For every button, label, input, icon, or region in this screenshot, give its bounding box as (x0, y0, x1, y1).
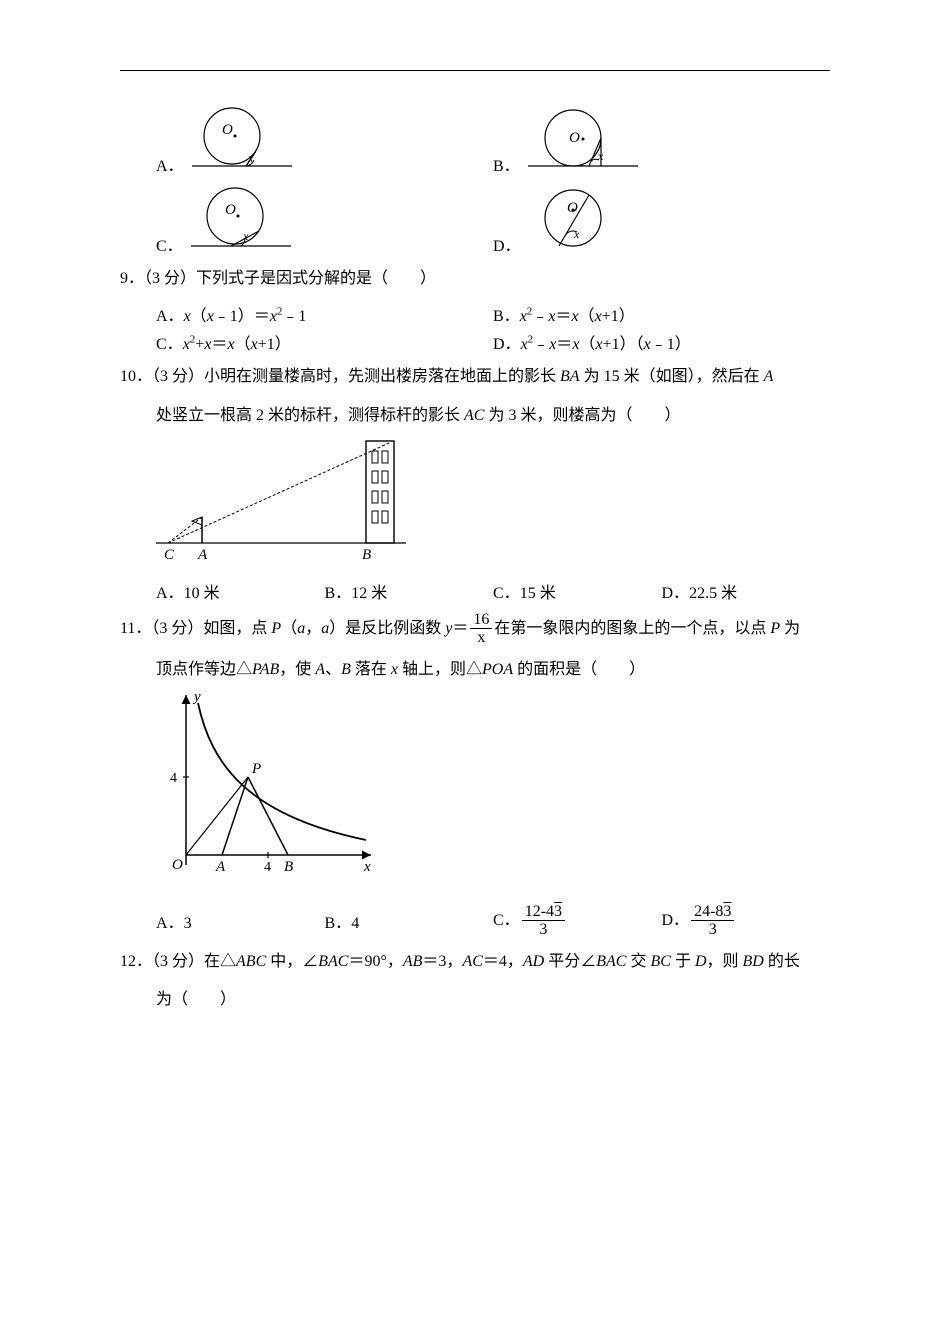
q12-stem-2: 为（ ） (120, 985, 830, 1015)
svg-text:P: P (251, 761, 261, 777)
q9-stem: 9．（3 分）下列式子是因式分解的是（ ） (120, 264, 830, 294)
q10-opts: A．10 米 B．12 米 C．15 米 D．22.5 米 (120, 579, 830, 603)
q8-opt-C[interactable]: C． O x (156, 184, 493, 256)
q10-opt-A[interactable]: A．10 米 (156, 579, 325, 603)
frac-den: 3 (522, 921, 565, 939)
opt-val: 22.5 米 (689, 585, 737, 602)
q10-opt-B[interactable]: B．12 米 (325, 579, 494, 603)
top-rule (120, 70, 830, 71)
svg-text:O: O (172, 857, 183, 873)
frac-den: x (470, 629, 492, 647)
opt-label: C． (156, 336, 183, 353)
opt-label: D． (662, 585, 690, 602)
opt-val: 12 米 (351, 585, 387, 602)
q9-opt-C[interactable]: C．x2+x＝x（x+1） (156, 330, 493, 354)
q11-figure: 4 4 O x y P A B (120, 685, 830, 896)
frac-den: 3 (691, 921, 734, 939)
opt-label: D． (662, 911, 690, 928)
q9-opt-B[interactable]: B．x2﹣x＝x（x+1） (493, 302, 830, 326)
opt-label: D． (493, 336, 521, 353)
opt-label: A． (156, 585, 184, 602)
q8-opt-B[interactable]: B． O x (493, 108, 830, 176)
circle-line-diagram-icon: O x (191, 184, 291, 256)
q11-opt-B[interactable]: B．4 (325, 909, 494, 933)
opt-val: 4 (351, 915, 359, 932)
q9-opt-A[interactable]: A．x（x﹣1）＝x2﹣1 (156, 302, 493, 326)
q8-opt-A[interactable]: A． O x (156, 106, 493, 176)
circle-line-diagram-icon: O x (529, 182, 619, 256)
q10-stem-1: 10．（3 分）小明在测量楼高时，先测出楼房落在地面上的影长 BA 为 15 米… (120, 362, 830, 392)
svg-text:x: x (247, 151, 254, 165)
svg-text:B: B (284, 859, 293, 875)
q11-stem-1: 11．（3 分）如图，点 P（a，a）是反比例函数 y＝16x在第一象限内的图象… (120, 611, 830, 647)
svg-text:x: x (363, 859, 371, 875)
opt-val: 3 (184, 915, 192, 932)
q9-opt-D[interactable]: D．x2﹣x＝x（x+1）（x﹣1） (493, 330, 830, 354)
q11-opts: A．3 B．4 C．12-433 D．24-833 (120, 903, 830, 939)
stem-text: ） (420, 270, 436, 287)
opt-val: 10 米 (184, 585, 220, 602)
svg-text:x: x (597, 149, 604, 163)
q11-opt-C[interactable]: C．12-433 (493, 903, 662, 939)
opt-label: B． (325, 585, 352, 602)
svg-text:x: x (242, 229, 249, 243)
opt-val: 15 米 (520, 585, 556, 602)
svg-text:x: x (573, 227, 580, 241)
svg-text:y: y (192, 689, 201, 705)
opt-label: B． (493, 152, 520, 176)
shadow-building-diagram-icon: C A B (156, 431, 416, 561)
svg-text:C: C (164, 547, 175, 561)
q11-opt-A[interactable]: A．3 (156, 909, 325, 933)
opt-label: C． (156, 232, 183, 256)
opt-label: B． (493, 308, 520, 325)
frac-num: 16 (470, 611, 492, 630)
svg-text:O: O (222, 122, 233, 138)
q8-row-2: C． O x D． O x (120, 182, 830, 256)
q9-opts-1: A．x（x﹣1）＝x2﹣1 B．x2﹣x＝x（x+1） (120, 302, 830, 326)
svg-text:4: 4 (264, 860, 271, 875)
q11-opt-D[interactable]: D．24-833 (662, 903, 831, 939)
opt-label: A． (156, 308, 184, 325)
svg-text:A: A (197, 547, 208, 561)
q10-stem-2: 处竖立一根高 2 米的标杆，测得标杆的影长 AC 为 3 米，则楼高为（ ） (120, 401, 830, 431)
q9-opts-2: C．x2+x＝x（x+1） D．x2﹣x＝x（x+1）（x﹣1） (120, 330, 830, 354)
opt-label: C． (493, 911, 520, 928)
q12-stem-1: 12．（3 分）在△ABC 中，∠BAC＝90°，AB＝3，AC＝4，AD 平分… (120, 947, 830, 977)
opt-label: B． (325, 915, 352, 932)
circle-line-diagram-icon: O x (192, 106, 292, 176)
svg-text:O: O (567, 200, 578, 216)
svg-text:4: 4 (170, 771, 177, 786)
svg-text:O: O (569, 130, 580, 146)
stem-text: 9．（3 分）下列式子是因式分解的是（ (120, 270, 388, 287)
reciprocal-graph-icon: 4 4 O x y P A B (156, 685, 386, 885)
opt-label: A． (156, 915, 184, 932)
q10-opt-C[interactable]: C．15 米 (493, 579, 662, 603)
svg-text:O: O (225, 202, 236, 218)
opt-label: A． (156, 152, 184, 176)
circle-line-diagram-icon: O x (528, 108, 638, 176)
opt-label: D． (493, 232, 521, 256)
q8-opt-D[interactable]: D． O x (493, 182, 830, 256)
q8-row-1: A． O x B． O x (120, 106, 830, 176)
svg-text:A: A (215, 859, 226, 875)
q10-opt-D[interactable]: D．22.5 米 (662, 579, 831, 603)
q11-stem-2: 顶点作等边△PAB，使 A、B 落在 x 轴上，则△POA 的面积是（ ） (120, 655, 830, 685)
svg-text:B: B (362, 547, 371, 561)
q10-figure: C A B (120, 431, 830, 572)
opt-label: C． (493, 585, 520, 602)
